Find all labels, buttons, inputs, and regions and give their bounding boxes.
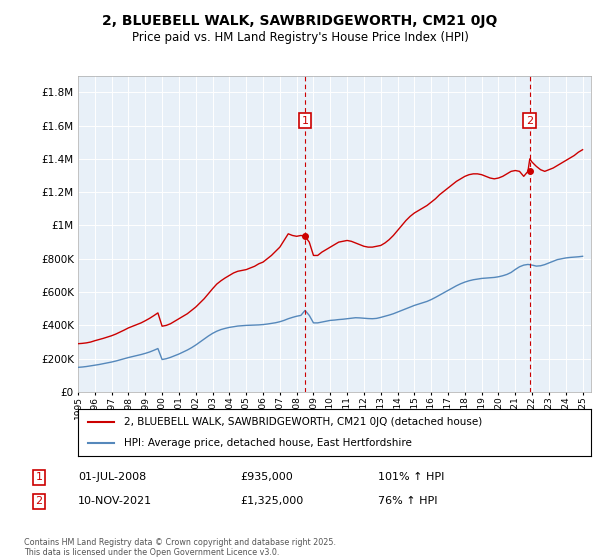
Text: 1: 1 [302, 115, 308, 125]
Text: 2, BLUEBELL WALK, SAWBRIDGEWORTH, CM21 0JQ (detached house): 2, BLUEBELL WALK, SAWBRIDGEWORTH, CM21 0… [124, 417, 482, 427]
Text: 76% ↑ HPI: 76% ↑ HPI [378, 496, 437, 506]
Text: 2, BLUEBELL WALK, SAWBRIDGEWORTH, CM21 0JQ: 2, BLUEBELL WALK, SAWBRIDGEWORTH, CM21 0… [103, 14, 497, 28]
Text: 2: 2 [526, 115, 533, 125]
Text: 01-JUL-2008: 01-JUL-2008 [78, 472, 146, 482]
Text: £935,000: £935,000 [240, 472, 293, 482]
Text: £1,325,000: £1,325,000 [240, 496, 303, 506]
Text: 2: 2 [35, 496, 43, 506]
Text: Contains HM Land Registry data © Crown copyright and database right 2025.
This d: Contains HM Land Registry data © Crown c… [24, 538, 336, 557]
Text: 10-NOV-2021: 10-NOV-2021 [78, 496, 152, 506]
Text: 101% ↑ HPI: 101% ↑ HPI [378, 472, 445, 482]
Text: HPI: Average price, detached house, East Hertfordshire: HPI: Average price, detached house, East… [124, 438, 412, 448]
Text: Price paid vs. HM Land Registry's House Price Index (HPI): Price paid vs. HM Land Registry's House … [131, 31, 469, 44]
Text: 1: 1 [35, 472, 43, 482]
